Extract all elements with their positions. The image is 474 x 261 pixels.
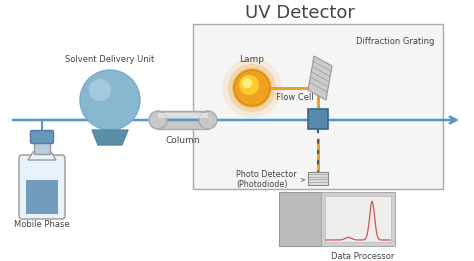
Polygon shape [28,152,56,160]
Circle shape [228,64,276,112]
Circle shape [149,111,167,129]
Bar [26,180,58,214]
Text: Column: Column [166,136,201,145]
FancyBboxPatch shape [19,155,65,219]
FancyBboxPatch shape [308,109,328,129]
Text: Photo Detector
(Photodiode): Photo Detector (Photodiode) [236,170,305,189]
Circle shape [199,111,217,129]
Text: Mobile Phase: Mobile Phase [14,220,70,229]
FancyBboxPatch shape [308,172,328,185]
Text: Lamp: Lamp [239,56,264,64]
Bar [158,113,208,118]
Bar [158,111,208,129]
Circle shape [234,70,270,106]
Text: Diffraction Grating: Diffraction Grating [356,38,434,46]
Polygon shape [308,56,332,100]
Circle shape [80,70,140,130]
Circle shape [239,75,259,95]
Text: Solvent Delivery Unit: Solvent Delivery Unit [65,56,155,64]
Circle shape [242,78,252,88]
FancyBboxPatch shape [34,140,50,154]
Polygon shape [92,130,128,145]
Circle shape [232,68,272,108]
FancyBboxPatch shape [321,192,395,246]
FancyBboxPatch shape [30,130,54,144]
Text: Data Processor: Data Processor [331,252,395,261]
FancyBboxPatch shape [325,196,391,242]
Circle shape [222,58,282,118]
Circle shape [89,79,111,101]
FancyBboxPatch shape [279,192,321,246]
Text: Flow Cell: Flow Cell [276,93,314,102]
FancyBboxPatch shape [193,24,443,189]
Text: UV Detector: UV Detector [245,4,355,22]
